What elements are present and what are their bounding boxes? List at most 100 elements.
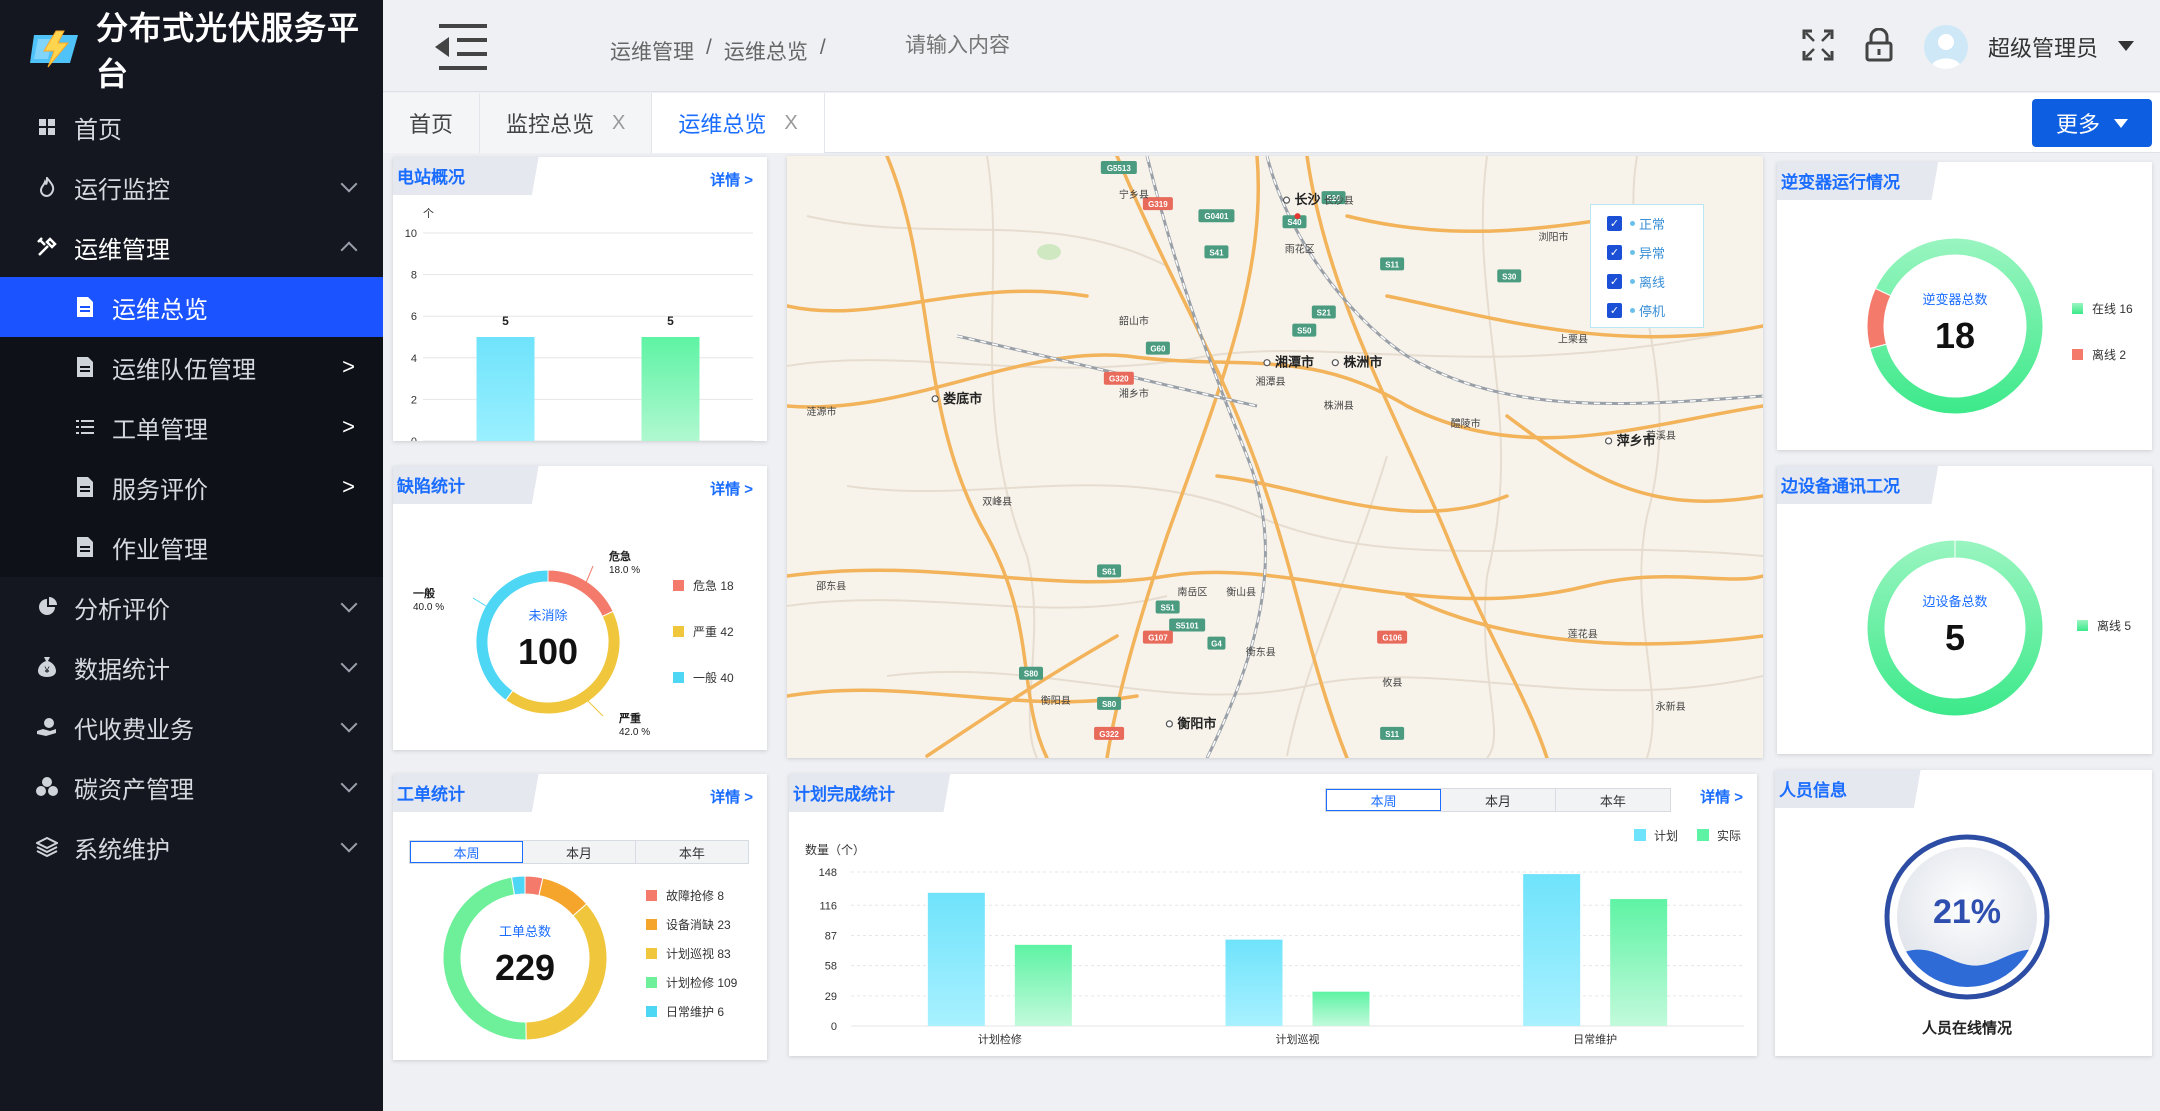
legend-swatch: [646, 1006, 657, 1017]
major-road: [787, 688, 1139, 704]
bar: [1523, 874, 1581, 1026]
checkbox-checked-icon[interactable]: ✓: [1607, 303, 1622, 318]
breadcrumb-item[interactable]: 运维管理: [610, 41, 694, 64]
station-bar-chart: 个10864205全部5异常: [405, 207, 753, 441]
major-road: [1115, 156, 1349, 758]
sidebar-item-operation[interactable]: 运维管理: [0, 217, 383, 277]
username[interactable]: 超级管理员: [1987, 36, 2098, 61]
donut-center-label: 逆变器总数: [1922, 292, 1987, 307]
lock-icon[interactable]: [1864, 27, 1894, 67]
map-legend-item[interactable]: ✓ 离线: [1591, 267, 1703, 296]
y-tick-label: 10: [405, 228, 417, 240]
y-tick-label: 58: [825, 961, 837, 973]
sidebar-subitem-job[interactable]: 作业管理: [0, 517, 383, 577]
road-shield: [1145, 341, 1170, 355]
caret-down-icon[interactable]: [2118, 38, 2134, 56]
detail-link[interactable]: 详情 >: [710, 789, 753, 806]
fullscreen-icon[interactable]: [1802, 29, 1834, 66]
tab-operation-overview[interactable]: 运维总览 X: [652, 93, 825, 153]
town-label: 湘乡市: [1119, 387, 1149, 400]
period-month[interactable]: 本月: [1441, 789, 1556, 811]
period-month[interactable]: 本月: [523, 841, 636, 863]
tab-label: 运维总览: [678, 112, 767, 137]
leader-line: [587, 700, 604, 717]
bar: [1312, 991, 1370, 1026]
legend-swatch: [2072, 349, 2083, 360]
town-label: 韶山市: [1119, 315, 1149, 328]
road-shield-label: S51: [1161, 604, 1176, 613]
sidebar-subitem-workorder[interactable]: 工单管理 >: [0, 397, 383, 457]
sidebar-item-system[interactable]: 系统维护: [0, 817, 383, 877]
close-icon[interactable]: X: [612, 111, 626, 134]
sidebar-subitem-team[interactable]: 运维队伍管理 >: [0, 337, 383, 397]
breadcrumb: 运维管理 / 运维总览 /: [610, 36, 826, 66]
y-tick-label: 29: [825, 991, 837, 1003]
y-axis-label: 数量（个）: [805, 842, 865, 857]
checkbox-checked-icon[interactable]: ✓: [1607, 216, 1622, 231]
checkbox-checked-icon[interactable]: ✓: [1607, 245, 1622, 260]
town-label: 上栗县: [1558, 334, 1588, 346]
document-icon: [72, 354, 98, 380]
detail-link[interactable]: 详情 >: [1700, 789, 1743, 806]
town-label: 衡山县: [1226, 586, 1256, 598]
sidebar-item-carbon[interactable]: 碳资产管理: [0, 757, 383, 817]
panel-title: 逆变器运行情况: [1777, 162, 1977, 200]
road-shield-label: S41: [1209, 248, 1224, 257]
avatar[interactable]: [1923, 25, 1968, 69]
sidebar-subitem-overview[interactable]: 运维总览: [0, 277, 383, 337]
breadcrumb-item[interactable]: 运维总览: [723, 41, 808, 64]
panel-title: 边设备通讯工况: [1777, 466, 1977, 504]
road-shield-label: S21: [1317, 309, 1332, 318]
road-shield: [1103, 371, 1134, 385]
x-tick-label: 日常维护: [1573, 1032, 1617, 1046]
sidebar-item-statistics[interactable]: ¥ 数据统计: [0, 637, 383, 697]
period-week[interactable]: 本周: [1326, 789, 1442, 811]
town-label: 永新县: [1656, 700, 1686, 713]
period-year[interactable]: 本年: [635, 841, 748, 863]
legend-swatch: [2077, 620, 2088, 631]
search-input[interactable]: [905, 34, 1205, 58]
town-label: 双峰县: [982, 496, 1012, 508]
station-overview-panel: 电站概况 详情 > 个10864205全部5异常: [393, 157, 767, 441]
period-week[interactable]: 本周: [410, 841, 524, 863]
map-panel[interactable]: G5513 G319 G0401 S20 S40 S41 S11 S30 S21 S50 G60 G3…: [787, 156, 1763, 758]
inverter-panel: 逆变器运行情况 逆变器总数 18 在线 16 离线 2: [1777, 162, 2152, 450]
detail-link[interactable]: 详情 >: [710, 172, 753, 189]
road-shield: [1142, 197, 1173, 211]
park-area: [1037, 244, 1061, 260]
sidebar-submenu: 运维总览 运维队伍管理 > 工单管理 > 服务评价 >: [0, 277, 383, 577]
road-shield-label: G0401: [1204, 212, 1229, 221]
legend-label: 严重 42: [693, 625, 734, 639]
tab-home[interactable]: 首页: [383, 93, 481, 153]
sidebar-item-monitor[interactable]: 运行监控: [0, 157, 383, 217]
donut-center-label: 工单总数: [499, 924, 551, 939]
legend-label: 计划: [1654, 829, 1678, 843]
more-button[interactable]: 更多: [2032, 99, 2152, 147]
map-legend-item[interactable]: ✓ 停机: [1591, 296, 1703, 325]
town-label: 衡东县: [1246, 646, 1276, 659]
road-shield-label: S5101: [1176, 622, 1200, 631]
x-tick-label: 计划巡视: [1276, 1032, 1320, 1046]
sidebar-subitem-evaluation[interactable]: 服务评价 >: [0, 457, 383, 517]
map-legend-item[interactable]: ✓ 正常: [1591, 209, 1703, 238]
close-icon[interactable]: X: [784, 111, 798, 134]
map-legend-item[interactable]: ✓ 异常: [1591, 238, 1703, 267]
x-tick-label: 计划检修: [978, 1032, 1022, 1046]
checkbox-checked-icon[interactable]: ✓: [1607, 274, 1622, 289]
map-legend-label: 异常: [1639, 246, 1666, 261]
major-road: [1505, 414, 1763, 503]
user-menu[interactable]: 超级管理员: [1923, 25, 2134, 69]
sidebar-item-analysis[interactable]: 分析评价: [0, 577, 383, 637]
document-icon: [72, 474, 98, 500]
minor-road: [787, 325, 1763, 369]
slice-name-label: 严重: [618, 711, 641, 725]
collapse-menu-icon[interactable]: [433, 22, 489, 72]
period-year[interactable]: 本年: [1555, 789, 1670, 811]
cluster-icon: [34, 774, 60, 800]
donut-slice: [510, 875, 526, 896]
tab-monitor-overview[interactable]: 监控总览 X: [480, 93, 653, 153]
detail-link[interactable]: 详情 >: [710, 481, 753, 498]
sidebar-item-home[interactable]: 首页: [0, 97, 383, 157]
sidebar-item-billing[interactable]: 代收费业务: [0, 697, 383, 757]
city-label: 长沙: [1295, 192, 1321, 207]
